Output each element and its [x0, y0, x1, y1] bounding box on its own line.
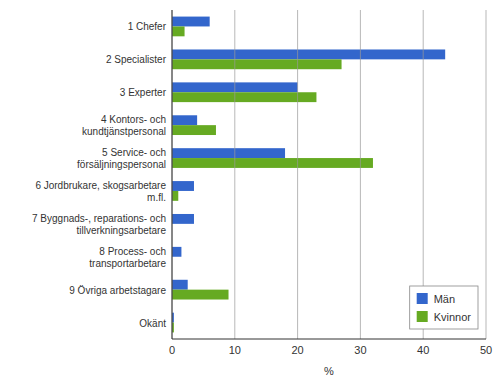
legend: Män Kvinnor: [410, 286, 478, 329]
grid-line: [297, 10, 298, 339]
y-tick-label-line: 1 Chefer: [128, 21, 167, 32]
chart: 0 10 20 30 40 50% Okänt 9 Övriga arbetstagare 8 …: [0, 0, 500, 383]
grid-line: [360, 10, 361, 339]
y-tick-label-line: 9 Övriga arbetstagare: [69, 284, 166, 295]
y-tick-label-line: försäljningspersonal: [77, 158, 166, 169]
bar: [172, 214, 194, 224]
bar: [172, 115, 197, 125]
legend-label: Män: [434, 293, 455, 305]
y-tick-label-line: 7 Byggnads-, reparations- och: [32, 213, 166, 224]
y-tick-label-line: 6 Jordbrukare, skogsarbetare: [35, 180, 166, 191]
bars: [172, 17, 445, 333]
x-axis-label: %: [324, 365, 334, 377]
y-tick-label: 4 Kontors- ochkundtjänstpersonal: [82, 114, 166, 136]
y-tick-label-line: tillverkningsarbetare: [77, 224, 167, 235]
y-tick-label: 7 Byggnads-, reparations- ochtillverknin…: [32, 213, 166, 236]
bar: [172, 191, 178, 201]
x-tick-label: 10: [229, 344, 241, 356]
y-tick-label: 2 Specialister: [106, 54, 167, 65]
y-tick-label-line: 4 Kontors- och: [101, 114, 166, 125]
bar: [172, 125, 216, 135]
x-tick-label: 40: [417, 344, 429, 356]
y-axis-line: [172, 10, 173, 339]
y-tick-label-line: 3 Experter: [120, 87, 167, 98]
y-tick-label-line: Okänt: [139, 317, 166, 328]
y-tick-label-line: 5 Service- och: [102, 147, 166, 158]
y-tick-label: 1 Chefer: [128, 21, 167, 32]
bar: [172, 280, 188, 290]
x-tick-label: 50: [480, 344, 492, 356]
x-tick-label: 0: [169, 344, 175, 356]
y-tick-label-line: kundtjänstpersonal: [82, 125, 166, 136]
y-tick-label: 9 Övriga arbetstagare: [69, 284, 166, 295]
grid-line: [486, 10, 487, 339]
bar: [172, 17, 210, 27]
y-tick-label-line: m.fl.: [147, 191, 166, 202]
bar: [172, 92, 316, 102]
x-axis-line: [172, 339, 486, 340]
legend-box: [410, 286, 478, 329]
grid-line: [234, 10, 235, 339]
legend-swatch: [417, 293, 428, 304]
bar: [172, 158, 373, 168]
y-tick-label-line: 8 Process- och: [99, 246, 166, 257]
legend-label: Kvinnor: [434, 311, 472, 323]
y-tick-label: 5 Service- ochförsäljningspersonal: [77, 147, 166, 170]
bar: [172, 181, 194, 191]
bar: [172, 26, 185, 36]
x-tick-label: 30: [354, 344, 366, 356]
x-tick-label: 20: [291, 344, 303, 356]
y-tick-label: 6 Jordbrukare, skogsarbetarem.fl.: [35, 180, 166, 203]
legend-swatch: [417, 311, 428, 322]
chart-container: 0 10 20 30 40 50% Okänt 9 Övriga arbetstagare 8 …: [0, 0, 500, 383]
y-tick-label: Okänt: [139, 317, 166, 328]
grid: [172, 10, 486, 339]
bar: [172, 49, 445, 59]
bar: [172, 290, 229, 300]
grid-line: [172, 10, 173, 339]
bar: [172, 247, 181, 257]
y-tick-label-line: 2 Specialister: [106, 54, 167, 65]
y-tick-label: 3 Experter: [120, 87, 167, 98]
bar: [172, 59, 342, 69]
y-tick-label-line: transportarbetare: [89, 257, 166, 268]
bar: [172, 148, 285, 158]
y-tick-label: 8 Process- ochtransportarbetare: [89, 246, 166, 269]
